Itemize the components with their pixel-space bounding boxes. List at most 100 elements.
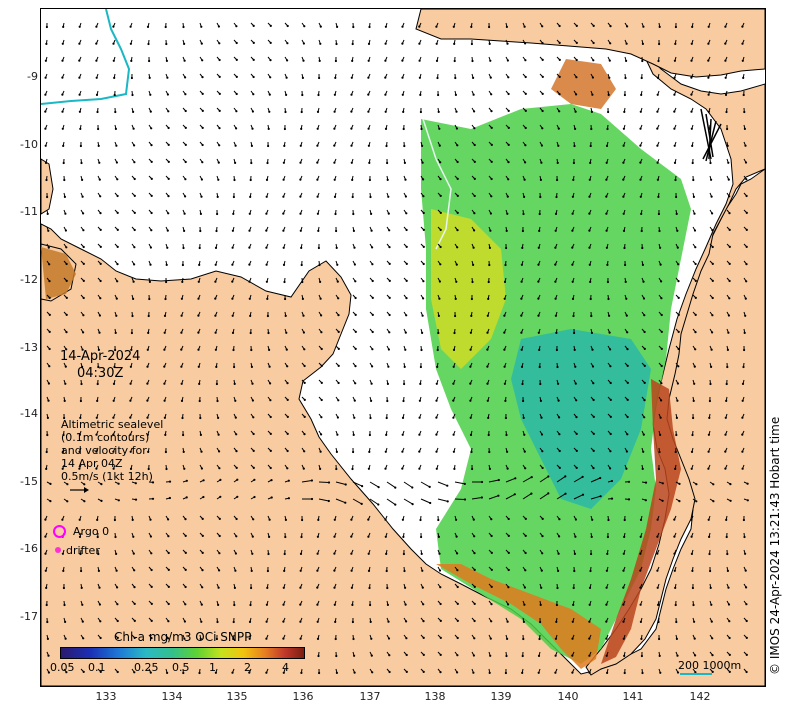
velocity-arrowhead: [708, 552, 711, 556]
velocity-arrowhead: [657, 195, 660, 198]
drifter-icon: [55, 547, 61, 553]
velocity-arrowhead: [707, 25, 710, 28]
velocity-arrowhead: [44, 59, 47, 62]
velocity-arrowhead: [219, 495, 222, 498]
velocity-arrowhead: [316, 535, 319, 538]
velocity-arrowhead: [316, 552, 319, 555]
velocity-arrowhead: [712, 500, 715, 503]
velocity-arrowhead: [385, 416, 388, 420]
velocity-arrowhead: [505, 433, 508, 437]
velocity-arrowhead: [269, 382, 272, 385]
velocity-arrowhead: [252, 432, 255, 436]
velocity-arrowhead: [660, 382, 663, 385]
velocity-arrowhead: [588, 637, 591, 640]
velocity-arrowhead: [538, 348, 541, 351]
velocity-arrowhead: [98, 603, 101, 606]
velocity-arrowhead: [201, 569, 204, 572]
velocity-arrowhead: [337, 330, 340, 333]
velocity-arrow: [505, 493, 516, 500]
velocity-arrowhead: [218, 450, 221, 453]
velocity-arrowhead: [386, 603, 389, 607]
velocity-arrowhead: [129, 399, 132, 402]
velocity-arrowhead: [61, 127, 64, 130]
velocity-arrowhead: [405, 245, 408, 248]
velocity-arrow: [386, 481, 396, 489]
velocity-arrowhead: [132, 535, 135, 538]
velocity-arrowhead: [248, 280, 251, 283]
credit-text: © IMOS 24-Apr-2024 13:21:43 Hobart time: [768, 416, 782, 675]
velocity-arrowhead: [367, 144, 370, 147]
velocity-arrowhead: [217, 161, 220, 164]
velocity-arrowhead: [316, 161, 319, 164]
latitude-tick: -13: [20, 341, 38, 354]
velocity-arrowhead: [47, 671, 50, 674]
velocity-arrowhead: [625, 467, 628, 470]
velocity-arrowhead: [690, 76, 693, 79]
velocity-arrowhead: [200, 467, 203, 470]
velocity-arrowhead: [394, 486, 397, 489]
velocity-arrowhead: [605, 161, 608, 164]
velocity-arrowhead: [657, 620, 660, 624]
velocity-arrowhead: [253, 478, 256, 481]
velocity-arrowhead: [184, 126, 187, 129]
velocity-arrowhead: [316, 637, 320, 641]
velocity-arrowhead: [639, 620, 643, 624]
velocity-arrowhead: [167, 143, 170, 146]
velocity-arrowhead: [150, 194, 153, 197]
velocity-arrowhead: [555, 195, 558, 199]
velocity-arrowhead: [639, 603, 642, 606]
velocity-arrowhead: [605, 654, 608, 657]
velocity-arrowhead: [200, 620, 203, 623]
velocity-arrowhead: [235, 433, 238, 436]
velocity-arrowhead: [573, 331, 576, 335]
velocity-arrowhead: [270, 479, 273, 482]
velocity-arrowhead: [422, 211, 425, 215]
velocity-arrowhead: [490, 177, 493, 181]
velocity-arrowhead: [456, 229, 459, 232]
velocity-arrowhead: [507, 92, 510, 96]
velocity-arrowhead: [231, 263, 234, 266]
velocity-arrowhead: [268, 93, 271, 96]
velocity-arrowhead: [168, 480, 172, 483]
velocity-arrowhead: [439, 194, 442, 197]
velocity-arrowhead: [185, 479, 188, 482]
velocity-arrowhead: [588, 195, 591, 198]
velocity-arrowhead: [336, 263, 339, 266]
velocity-arrowhead: [268, 518, 271, 521]
velocity-arrowhead: [694, 348, 697, 351]
velocity-arrowhead: [368, 450, 371, 453]
velocity-arrowhead: [217, 586, 220, 589]
velocity-arrowhead: [61, 76, 64, 79]
velocity-arrowhead: [505, 229, 508, 232]
velocity-arrowhead: [388, 229, 391, 232]
velocity-arrowhead: [524, 126, 527, 130]
velocity-arrowhead: [384, 127, 388, 130]
velocity-arrowhead: [286, 24, 289, 28]
velocity-arrowhead: [537, 314, 540, 317]
velocity-arrowhead: [231, 314, 234, 317]
velocity-arrowhead: [367, 569, 371, 573]
velocity-arrowhead: [473, 110, 476, 113]
velocity-arrowhead: [150, 568, 153, 572]
velocity-arrowhead: [709, 161, 712, 165]
velocity-arrowhead: [385, 144, 388, 148]
velocity-arrowhead: [626, 381, 629, 384]
velocity-arrowhead: [333, 552, 336, 555]
velocity-arrowhead: [744, 161, 748, 164]
velocity-arrowhead: [557, 127, 560, 130]
velocity-arrowhead: [675, 433, 678, 437]
velocity-arrowhead: [248, 637, 251, 640]
velocity-arrowhead: [133, 586, 136, 589]
velocity-arrowhead: [231, 331, 235, 334]
velocity-arrowhead: [183, 59, 186, 62]
velocity-arrowhead: [487, 416, 490, 419]
velocity-arrowhead: [456, 160, 459, 164]
velocity-arrowhead: [112, 42, 115, 45]
velocity-arrowhead: [385, 569, 388, 573]
velocity-arrowhead: [319, 467, 322, 470]
velocity-arrowhead: [639, 569, 642, 572]
velocity-arrow: [454, 481, 465, 485]
velocity-arrowhead: [350, 569, 353, 572]
velocity-arrowhead: [129, 365, 132, 368]
velocity-arrowhead: [574, 518, 578, 521]
